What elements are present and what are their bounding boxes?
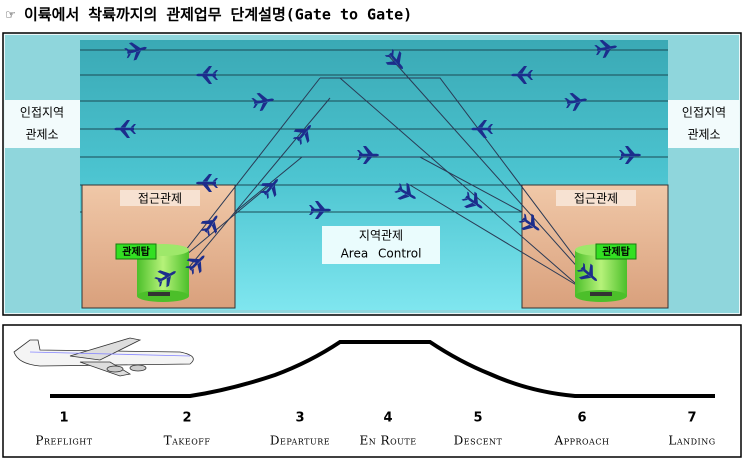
approach-left-label: 접근관제 [138,192,182,206]
adjacent-right-line2: 관제소 [687,128,720,142]
adjacent-left-line2: 관제소 [25,128,58,142]
airliner [13,337,194,377]
flight-profile [50,340,715,398]
tower-left-label: 관제탑 [122,245,150,258]
phase-name: Approach [554,434,610,448]
phase-number: 5 [473,411,482,426]
phase-number: 4 [383,411,392,426]
title: ☞ 이륙에서 착륙까지의 관제업무 단계설명(Gate to Gate) [6,6,412,24]
tower-right [575,243,637,302]
phase-number: 2 [182,411,191,426]
phase-number: 6 [577,411,586,426]
approach-left-label-bg [120,190,200,206]
adjacent-right-box [668,100,739,148]
area-label-en: Area Control [341,247,422,261]
adjacent-left-line1: 인접지역 [20,106,64,120]
phase-name: Departure [270,434,330,448]
area-label-bg [322,226,440,264]
phase-number: 3 [295,411,304,426]
phase-number: 1 [59,411,68,426]
area-label-ko: 지역관제 [359,229,403,243]
phase-name: Preflight [35,434,92,448]
phase-name: Descent [454,434,503,448]
phase-labels: 1 Preflight 2 Takeoff 3 Departure 4 En Route 5 De… [35,411,715,448]
phase-name: Landing [668,434,715,448]
phase-number: 7 [687,411,696,426]
approach-right-label-bg [556,190,636,206]
tower-right-label: 관제탑 [602,245,630,258]
adjacent-right-line1: 인접지역 [682,106,726,120]
phase-name: Takeoff [164,434,211,448]
approach-right-label: 접근관제 [574,192,618,206]
adjacent-left-box [5,100,80,148]
phase-name: En Route [359,434,416,448]
